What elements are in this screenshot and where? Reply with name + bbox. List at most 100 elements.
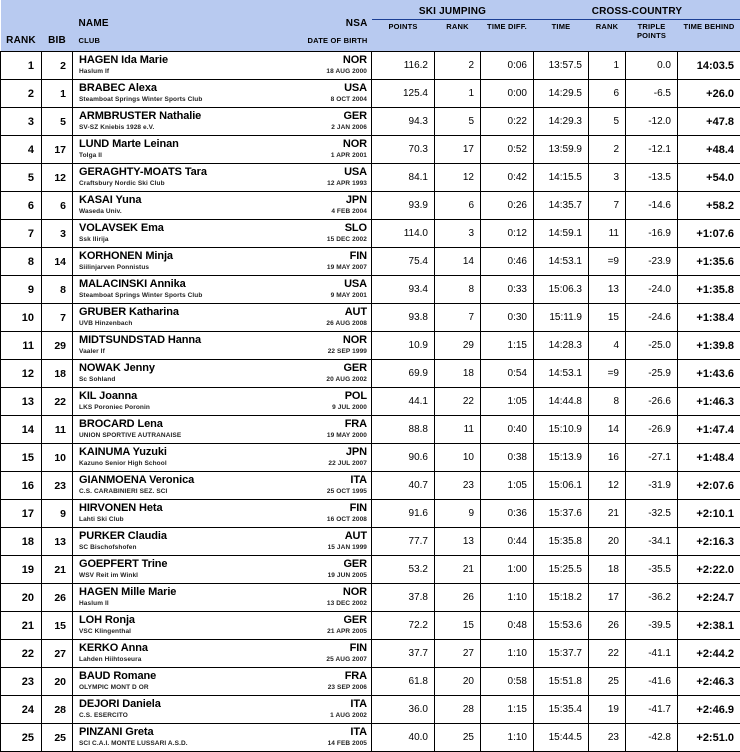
cell-cc-time: 15:25.5 <box>534 556 589 584</box>
cell-sj-time-diff: 0:54 <box>481 360 534 388</box>
athlete-date-of-birth: 2 JAN 2006 <box>331 124 367 131</box>
cell-triple-points: -39.5 <box>626 612 678 640</box>
cell-cc-rank: 11 <box>589 220 626 248</box>
athlete-club: UNION SPORTIVE AUTRANAISE <box>79 432 181 439</box>
cell-rank: 5 <box>1 164 42 192</box>
cell-time-behind: +1:35.8 <box>678 276 740 304</box>
cell-sj-points: 114.0 <box>372 220 435 248</box>
cell-cc-rank: 8 <box>589 388 626 416</box>
cell-cc-rank: 3 <box>589 164 626 192</box>
cell-sj-rank: 18 <box>435 360 481 388</box>
athlete-nsa: GER <box>343 558 367 570</box>
athlete-nsa: GER <box>343 110 367 122</box>
cell-triple-points: -13.5 <box>626 164 678 192</box>
cell-triple-points: -41.1 <box>626 640 678 668</box>
cell-cc-rank: 4 <box>589 332 626 360</box>
cell-sj-time-diff: 1:15 <box>481 332 534 360</box>
athlete-club: Siilinjarven Ponnistus <box>79 264 149 271</box>
cell-rank: 14 <box>1 416 42 444</box>
cell-cc-rank: 5 <box>589 108 626 136</box>
cell-bib: 13 <box>42 528 73 556</box>
cell-sj-points: 37.8 <box>372 584 435 612</box>
cell-sj-time-diff: 0:06 <box>481 52 534 80</box>
cell-sj-rank: 9 <box>435 500 481 528</box>
cell-cc-time: 15:06.3 <box>534 276 589 304</box>
cell-sj-rank: 17 <box>435 136 481 164</box>
athlete-date-of-birth: 21 APR 2005 <box>327 628 367 635</box>
cell-sj-rank: 28 <box>435 696 481 724</box>
cell-sj-rank: 14 <box>435 248 481 276</box>
athlete-nsa: JPN <box>346 446 367 458</box>
cell-triple-points: -34.1 <box>626 528 678 556</box>
cell-cc-rank: 2 <box>589 136 626 164</box>
cell-sj-time-diff: 0:46 <box>481 248 534 276</box>
athlete-club: Steamboat Springs Winter Sports Club <box>79 292 202 299</box>
cell-sj-points: 40.0 <box>372 724 435 752</box>
athlete-club: Tolga Il <box>79 152 102 159</box>
cell-bib: 22 <box>42 388 73 416</box>
cell-time-behind: +2:46.3 <box>678 668 740 696</box>
cell-sj-points: 93.4 <box>372 276 435 304</box>
cell-rank: 25 <box>1 724 42 752</box>
athlete-nsa: USA <box>344 278 367 290</box>
cell-sj-points: 125.4 <box>372 80 435 108</box>
cell-cc-rank: 1 <box>589 52 626 80</box>
cell-rank: 24 <box>1 696 42 724</box>
cell-rank: 2 <box>1 80 42 108</box>
athlete-club: Lahti Ski Club <box>79 516 124 523</box>
cell-rank: 9 <box>1 276 42 304</box>
cell-cc-time: 15:35.8 <box>534 528 589 556</box>
cell-triple-points: -27.1 <box>626 444 678 472</box>
cell-sj-rank: 2 <box>435 52 481 80</box>
cell-time-behind: +2:16.3 <box>678 528 740 556</box>
cell-sj-time-diff: 0:40 <box>481 416 534 444</box>
cell-cc-rank: 25 <box>589 668 626 696</box>
cell-rank: 17 <box>1 500 42 528</box>
cell-triple-points: -32.5 <box>626 500 678 528</box>
cell-time-behind: +26.0 <box>678 80 740 108</box>
cell-time-behind: +2:51.0 <box>678 724 740 752</box>
cell-cc-time: 15:37.6 <box>534 500 589 528</box>
cell-triple-points: -24.0 <box>626 276 678 304</box>
cell-time-behind: +1:43.6 <box>678 360 740 388</box>
cell-sj-rank: 15 <box>435 612 481 640</box>
column-header-sj-time-diff: TIME DIFF. <box>481 20 534 52</box>
athlete-date-of-birth: 19 JUN 2005 <box>328 572 367 579</box>
cell-cc-rank: 17 <box>589 584 626 612</box>
cell-sj-points: 53.2 <box>372 556 435 584</box>
cell-sj-rank: 25 <box>435 724 481 752</box>
athlete-name: VOLAVSEK Ema <box>79 222 164 234</box>
cell-sj-rank: 26 <box>435 584 481 612</box>
